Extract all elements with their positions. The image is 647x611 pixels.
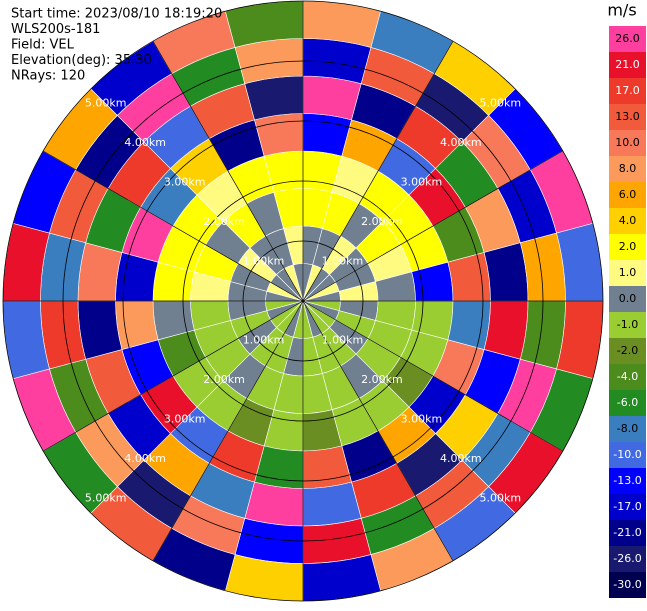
range-label: 4.00km [124, 136, 166, 149]
range-label: 1.00km [243, 255, 285, 268]
range-label: 4.00km [440, 136, 482, 149]
range-label: 5.00km [479, 97, 521, 110]
range-ring [122, 120, 484, 482]
velocity-cell [77, 242, 123, 302]
velocity-cell [302, 481, 362, 527]
range-label: 5.00km [85, 491, 127, 504]
range-label: 2.00km [203, 373, 245, 386]
colorbar-band [609, 494, 646, 520]
range-label: 5.00km [479, 491, 521, 504]
colorbar-tick-label: 13.0 [615, 110, 640, 123]
range-label: 2.00km [361, 373, 403, 386]
range-label: 1.00km [243, 333, 285, 346]
range-label: 1.00km [322, 333, 364, 346]
range-label: 4.00km [124, 452, 166, 465]
colorbar-tick-label: -8.0 [617, 422, 638, 435]
velocity-cell [244, 481, 304, 527]
spoke [43, 300, 304, 452]
colorbar-band [609, 312, 646, 338]
annotation: Field: VEL [11, 38, 75, 53]
colorbar-tick-label: 0.0 [619, 292, 637, 305]
velocity-cell [483, 300, 529, 360]
colorbar-band [609, 364, 646, 390]
colorbar-band [609, 546, 646, 572]
spoke [43, 150, 304, 302]
colorbar-tick-label: 1.0 [619, 266, 637, 279]
annotation: WLS200s-181 [11, 22, 100, 37]
colorbar-band [609, 130, 646, 156]
colorbar-tick-label: -21.0 [613, 526, 641, 539]
range-label: 3.00km [164, 412, 206, 425]
range-ring [182, 180, 424, 422]
colorbar-tick-label: -17.0 [613, 500, 641, 513]
annotation: Start time: 2023/08/10 18:19:20 [11, 7, 222, 22]
colorbar-band [609, 208, 646, 234]
range-label: 1.00km [322, 255, 364, 268]
colorbar-band [609, 520, 646, 546]
colorbar-band [609, 26, 646, 52]
colorbar-tick-label: 17.0 [615, 84, 640, 97]
colorbar-band [609, 104, 646, 130]
range-label: 2.00km [203, 215, 245, 228]
colorbar-tick-label: -30.0 [613, 578, 641, 591]
colorbar-band [609, 182, 646, 208]
colorbar-band [609, 416, 646, 442]
annotation: NRays: 120 [11, 69, 85, 84]
spoke [302, 150, 563, 302]
colorbar-tick-label: -6.0 [617, 396, 638, 409]
colorbar-tick-label: 4.0 [619, 214, 637, 227]
range-label: 3.00km [164, 176, 206, 189]
colorbar-band [609, 234, 646, 260]
range-label: 3.00km [401, 412, 443, 425]
velocity-cell [244, 75, 304, 121]
colorbar-tick-label: 8.0 [619, 162, 637, 175]
colorbar-band [609, 52, 646, 78]
range-ring [2, 0, 604, 602]
colorbar-band [609, 286, 646, 312]
spoke [302, 300, 454, 561]
spoke [152, 41, 304, 302]
colorbar-tick-label: -2.0 [617, 344, 638, 357]
spoke [152, 300, 304, 561]
colorbar-band [609, 390, 646, 416]
colorbar-band [609, 442, 646, 468]
colorbar-tick-label: 21.0 [615, 58, 640, 71]
range-label: 4.00km [440, 452, 482, 465]
colorbar-tick-label: -13.0 [613, 474, 641, 487]
colorbar-band [609, 468, 646, 494]
colorbar-band [609, 338, 646, 364]
spoke [302, 300, 563, 452]
spoke [302, 41, 454, 302]
velocity-cell [483, 242, 529, 302]
range-label: 3.00km [401, 176, 443, 189]
colorbar-tick-label: -1.0 [617, 318, 638, 331]
colorbar-band [609, 78, 646, 104]
colorbar-tick-label: 26.0 [615, 32, 640, 45]
velocity-cell [302, 75, 362, 121]
range-label: 5.00km [85, 97, 127, 110]
velocity-cell [77, 300, 123, 360]
range-label: 2.00km [361, 215, 403, 228]
colorbar-tick-label: 2.0 [619, 240, 637, 253]
colorbar-title: m/s [607, 1, 636, 20]
range-ring [242, 240, 364, 362]
colorbar-band [609, 260, 646, 286]
range-ring [62, 60, 544, 542]
colorbar-tick-label: 10.0 [615, 136, 640, 149]
colorbar-band [609, 572, 646, 598]
colorbar-tick-label: -26.0 [613, 552, 641, 565]
colorbar-tick-label: -10.0 [613, 448, 641, 461]
colorbar-tick-label: 6.0 [619, 188, 637, 201]
ppi-area [2, 0, 604, 602]
colorbar-tick-label: -4.0 [617, 370, 638, 383]
annotation: Elevation(deg): 35.30 [11, 53, 152, 68]
overlay: 1.00km 1.00km 1.00km 1.00km 2.00km 2.00km 2.00… [2, 0, 604, 602]
colorbar-band [609, 156, 646, 182]
